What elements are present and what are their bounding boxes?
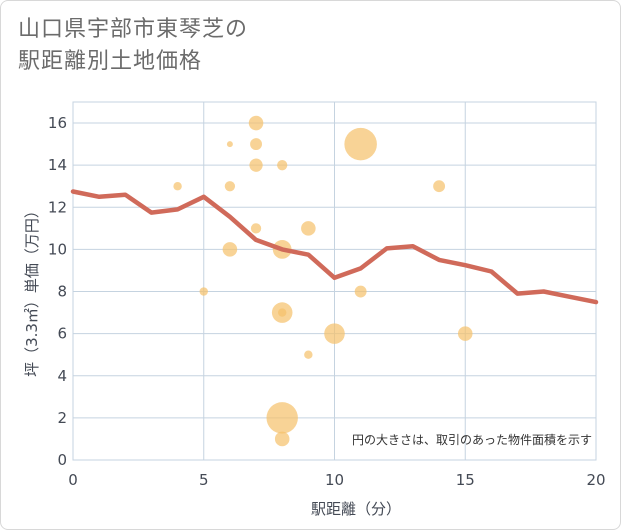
y-tick-label: 12: [48, 198, 67, 216]
x-axis-label: 駅距離（分）: [311, 500, 401, 518]
title-line-1: 山口県宇部市東琴芝の: [18, 17, 249, 42]
data-bubble: [248, 115, 264, 131]
data-bubble: [354, 285, 367, 298]
data-bubble: [199, 287, 208, 296]
y-tick-label: 8: [57, 283, 67, 301]
chart-title: 山口県宇部市東琴芝の 駅距離別土地価格: [18, 14, 248, 78]
data-bubble: [324, 323, 345, 344]
data-bubble: [250, 138, 262, 151]
data-bubble: [222, 242, 238, 257]
data-bubble: [249, 158, 263, 172]
trend-line: [70, 189, 599, 305]
data-bubble: [304, 350, 313, 359]
grid: [72, 101, 597, 461]
y-tick-label: 2: [57, 409, 67, 427]
y-tick-label: 6: [57, 325, 67, 343]
data-bubble: [224, 181, 236, 192]
x-tick-label: 10: [325, 471, 344, 489]
data-bubble: [274, 431, 290, 447]
trend-line-group: [70, 189, 599, 305]
y-tick-label: 14: [48, 156, 67, 174]
y-tick-label: 0: [57, 451, 67, 469]
x-tick-label: 5: [199, 471, 209, 489]
x-tick-label: 15: [456, 471, 475, 489]
bubbles: [173, 115, 473, 447]
data-bubble: [250, 223, 262, 234]
y-tick-label: 10: [48, 240, 67, 258]
axes: 0 5 10 15 20 0 2 4 6 8 10 12 14 16: [48, 114, 606, 489]
data-bubble: [433, 180, 446, 193]
data-bubble: [266, 402, 298, 434]
y-axis-label: 坪（3.3㎡）単価（万円）: [23, 203, 41, 377]
x-tick-label: 0: [68, 471, 78, 489]
data-bubble: [226, 141, 233, 148]
data-bubble: [301, 221, 316, 236]
y-tick-label: 4: [57, 367, 67, 385]
data-bubble: [277, 160, 288, 171]
data-bubble: [344, 127, 377, 161]
data-bubble: [278, 308, 287, 317]
data-bubble: [173, 182, 182, 191]
y-tick-label: 16: [48, 114, 67, 132]
x-tick-label: 20: [586, 471, 605, 489]
data-bubble: [457, 326, 473, 341]
title-line-2: 駅距離別土地価格: [18, 49, 203, 74]
size-note: 円の大きさは、取引のあった物件面積を示す: [352, 432, 592, 447]
